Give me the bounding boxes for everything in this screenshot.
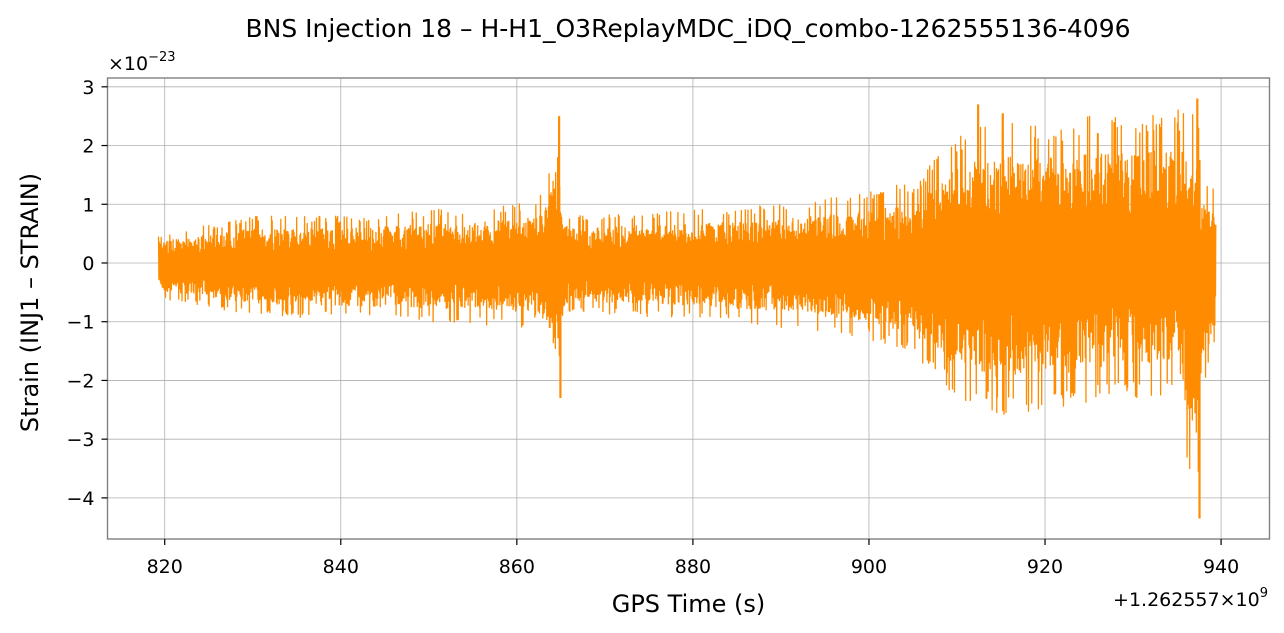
x-axis-offset-exponent: 9 — [1260, 586, 1268, 601]
x-tick-label: 880 — [675, 556, 711, 578]
x-tick-label: 860 — [499, 556, 535, 578]
x-tick-label: 820 — [147, 556, 183, 578]
y-tick-label: −1 — [66, 312, 94, 334]
x-axis-title: GPS Time (s) — [612, 590, 766, 618]
y-tick-label: 0 — [82, 253, 94, 275]
y-axis-scale-label: ×10−23 — [108, 50, 176, 75]
x-tick-label: 840 — [323, 556, 359, 578]
strain-series-line — [157, 109, 1217, 472]
y-axis-title: Strain (INJ1 – STRAIN) — [16, 173, 44, 432]
x-tick-label: 900 — [851, 556, 887, 578]
y-tick-label: 3 — [82, 77, 94, 99]
y-tick-label: −4 — [66, 488, 94, 510]
x-axis-offset-base: +1.262557×10 — [1113, 589, 1260, 611]
x-axis-offset-label: +1.262557×109 — [1113, 586, 1268, 611]
x-tick-label: 920 — [1027, 556, 1063, 578]
x-tick-label: 940 — [1203, 556, 1239, 578]
series-layer — [157, 98, 1217, 519]
y-tick-label: 2 — [82, 136, 94, 158]
x-axis-ticks: 820 840 860 880 900 920 940 — [147, 539, 1239, 578]
y-tick-label: −3 — [66, 429, 94, 451]
y-axis-scale-base: ×10 — [108, 53, 148, 75]
y-axis-scale-exponent: −23 — [148, 50, 175, 65]
y-tick-label: −2 — [66, 370, 94, 392]
y-axis-ticks: −4 −3 −2 −1 0 1 2 3 — [66, 77, 108, 510]
chart-title: BNS Injection 18 – H-H1_O3ReplayMDC_iDQ_… — [245, 14, 1130, 43]
plot-frame — [106, 77, 1271, 540]
y-tick-label: 1 — [82, 194, 94, 216]
